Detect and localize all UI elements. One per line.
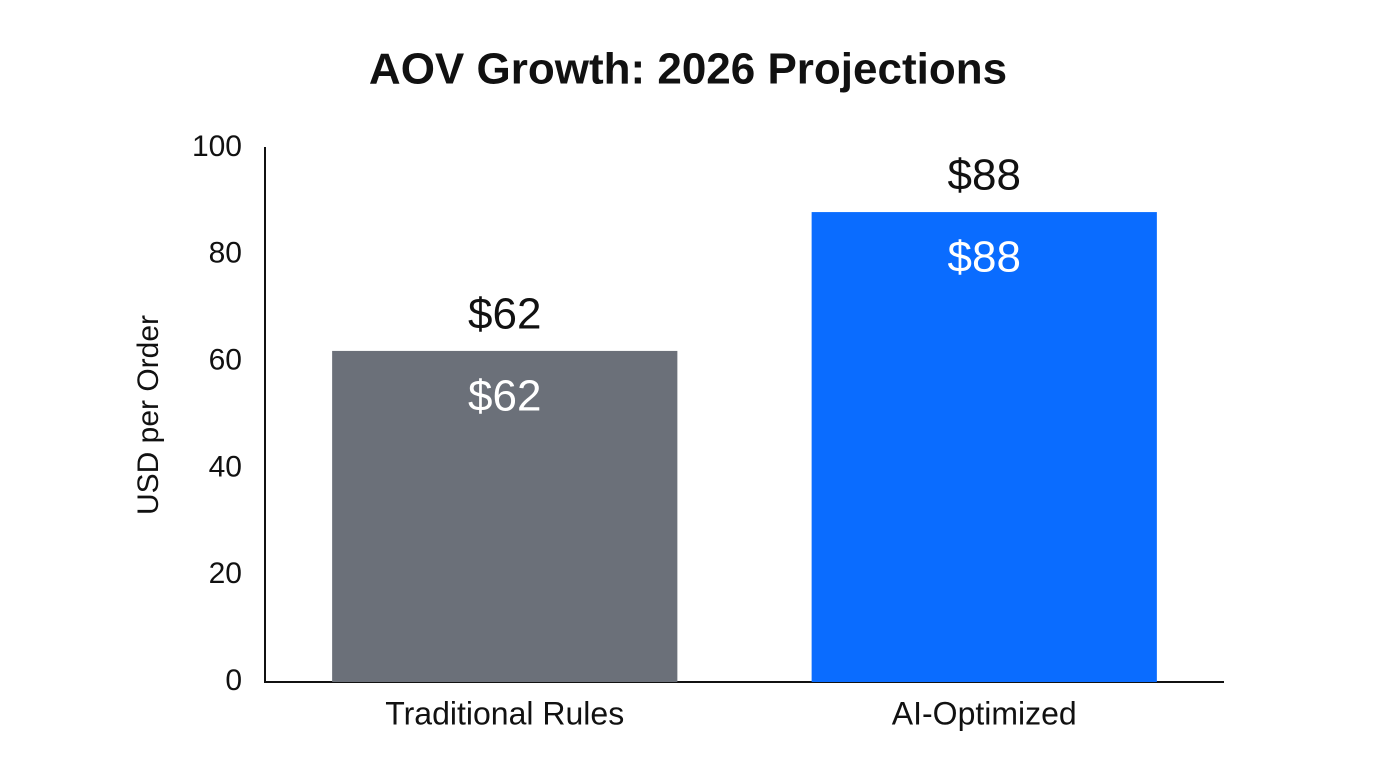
value-label: $88: [948, 151, 1021, 200]
chart-title: AOV Growth: 2026 Projections: [369, 45, 1007, 94]
bar: [332, 350, 678, 682]
y-tick-label: 40: [209, 450, 242, 483]
value-label-inside: $62: [468, 372, 541, 421]
bar: [811, 212, 1157, 682]
value-label: $62: [468, 290, 541, 339]
x-tick-label: Traditional Rules: [385, 695, 624, 731]
y-tick-label: 60: [209, 344, 242, 377]
y-tick-label: 80: [209, 237, 242, 270]
value-label-inside: $88: [948, 233, 1021, 282]
y-tick-label: 20: [209, 557, 242, 590]
x-tick-label: AI-Optimized: [892, 695, 1077, 731]
y-tick-label: 0: [225, 664, 242, 697]
y-tick-label: 100: [192, 130, 242, 163]
y-axis-label: USD per Order: [132, 315, 165, 515]
